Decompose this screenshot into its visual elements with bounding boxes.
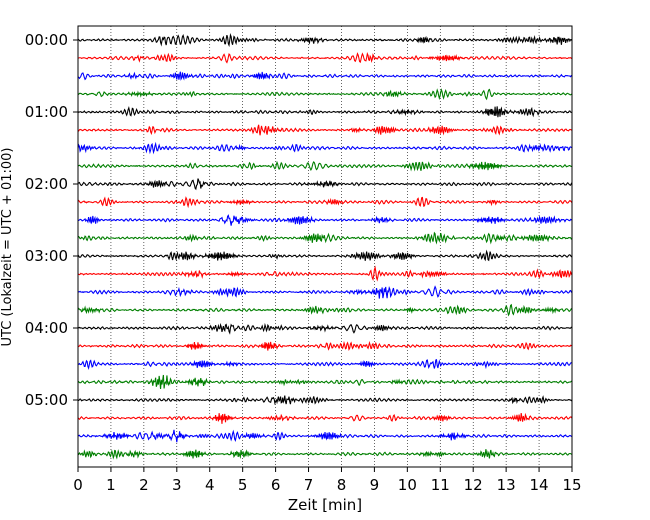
trace-line [77,105,573,118]
x-tick-label: 0 [73,476,83,494]
x-tick-label: 13 [497,476,516,494]
x-tick-label: 3 [172,476,182,494]
y-tick-label: 03:00 [25,247,68,265]
seismogram-traces [77,32,573,460]
x-tick-label: 12 [464,476,483,494]
trace-line [77,178,573,191]
x-tick-label: 6 [271,476,281,494]
trace-line [77,160,573,172]
trace-line [77,359,573,371]
trace-line [77,322,573,335]
trace-line [77,141,573,155]
trace-line [77,52,573,64]
trace-line [77,449,573,460]
x-tick-label: 8 [337,476,347,494]
trace-line [77,71,573,81]
y-tick-label: 00:00 [25,31,68,49]
x-axis-label: Zeit [min] [288,496,362,514]
trace-line [77,265,573,282]
trace-line [77,196,573,209]
trace-line [77,429,573,443]
x-tick-label: 1 [106,476,116,494]
x-tick-label: 9 [370,476,380,494]
x-tick-label: 4 [205,476,215,494]
trace-line [77,395,573,406]
x-tick-label: 10 [398,476,417,494]
trace-line [77,340,573,351]
y-axis-ticks: 00:00 01:00 02:00 03:00 04:00 05:00 [25,31,78,409]
x-tick-label: 7 [304,476,314,494]
x-tick-label: 5 [238,476,248,494]
y-tick-label: 05:00 [25,391,68,409]
x-tick-label: 2 [139,476,149,494]
trace-line [77,32,573,48]
trace-line [77,88,573,101]
y-axis-label: UTC (Lokalzeit = UTC + 01:00) [0,148,15,347]
x-tick-label: 14 [530,476,549,494]
trace-line [77,249,573,262]
trace-line [77,214,573,226]
plot-frame [77,25,573,468]
trace-line [77,374,573,389]
x-tick-label: 15 [562,476,581,494]
x-axis-ticks: 0 1 2 3 4 5 6 7 8 9 10 11 12 13 14 15 [73,467,582,494]
trace-line [77,124,573,136]
trace-line [77,412,573,424]
trace-line [77,231,573,245]
trace-line [77,285,573,299]
trace-line [77,303,573,317]
y-tick-label: 01:00 [25,103,68,121]
x-tick-label: 11 [431,476,450,494]
y-tick-label: 04:00 [25,319,68,337]
y-tick-label: 02:00 [25,175,68,193]
